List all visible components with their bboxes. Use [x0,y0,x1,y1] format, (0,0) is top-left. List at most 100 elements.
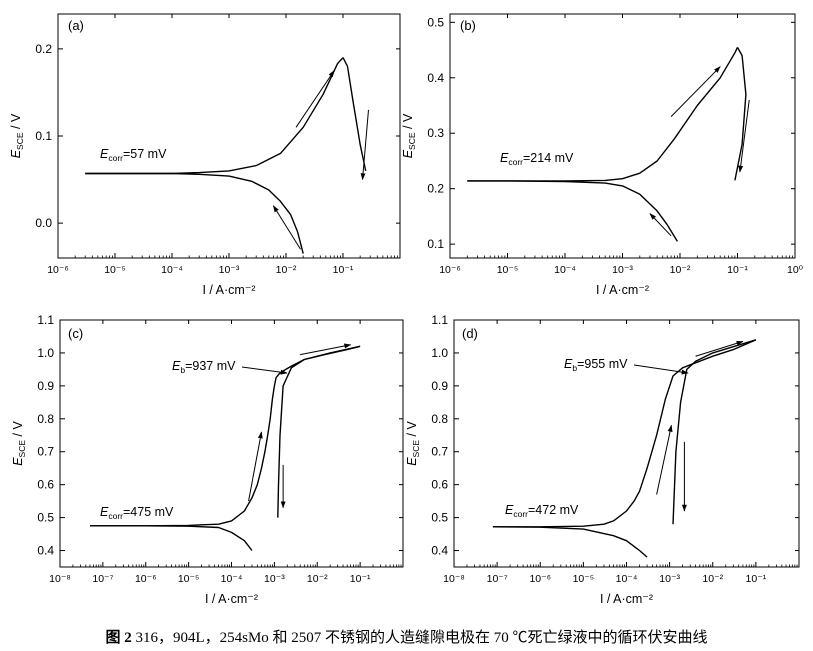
x-tick-label: 10⁰ [787,264,804,276]
breakdown-potential-label: Eb=937 mV [172,359,236,375]
y-tick-label: 0.6 [37,478,54,492]
y-tick-label: 1.1 [37,313,54,327]
y-tick-label: 1.0 [431,346,448,360]
y-tick-label: 0.1 [427,237,444,251]
y-tick-label: 0.5 [431,511,448,525]
panel-label: (d) [462,326,478,341]
x-tick-label: 10⁻⁵ [104,264,126,276]
curve-segment [90,345,361,527]
annotation-symbol: E [500,151,509,165]
x-tick-label: 10⁻⁵ [573,573,595,585]
breakdown-potential-label: Eb=955 mV [564,357,628,373]
plot-frame [57,13,401,259]
x-tick-label: 10⁻⁸ [49,573,71,585]
curve-segment [90,525,253,551]
annotation-symbol: E [505,503,514,517]
figure-caption: 图 2 316，904L，254sMo 和 2507 不锈钢的人造缝隙电极在 7… [0,626,813,647]
curve-segment [492,339,757,528]
direction-arrow [695,340,744,357]
x-tick-label: 10⁻³ [264,573,285,585]
y-axis-label-main: E [405,457,419,466]
y-axis-label-unit: / V [11,421,25,440]
y-axis-label: ESCE / V [405,421,421,466]
x-tick-label: 10⁻⁴ [161,264,183,276]
y-tick-label: 0.4 [37,544,54,558]
x-tick-label: 10⁻² [276,264,297,276]
x-tick-label: 10⁻² [307,573,328,585]
direction-arrow [295,70,335,128]
annotation-pointer [241,366,288,375]
panel-d: 10⁻⁸ 10⁻⁷ 10⁻⁶ 10⁻⁵ 10⁻⁴ 10⁻³ 10⁻² 10⁻¹ 0.4 0.5 0.… [405,313,800,606]
y-axis-label-sub: SCE [411,440,421,458]
y-tick-label: 1.1 [431,313,448,327]
y-axis-label-unit: / V [405,421,419,440]
annotation-symbol: E [100,147,109,161]
direction-arrow [670,66,721,117]
panel-label: (c) [68,326,83,341]
corrosion-potential-label: Ecorr=214 mV [500,151,574,167]
annotation-subscript: corr [108,511,123,521]
y-axis-label: ESCE / V [401,113,417,158]
x-tick-label: 10⁻⁷ [487,573,508,585]
y-tick-label: 0.2 [35,42,52,56]
annotation-subscript: b [180,365,185,375]
annotation-subscript: b [572,363,577,373]
x-tick-label: 10⁻⁶ [47,264,69,276]
y-tick-label: 0.4 [431,544,448,558]
x-tick-label: 10⁻³ [219,264,240,276]
y-tick-label: 0.0 [35,216,52,230]
y-tick-label: 0.4 [427,71,444,85]
x-tick-label: 10⁻¹ [350,573,371,585]
y-axis-label-unit: / V [401,113,415,132]
curve-segment [342,57,367,172]
annotation-value: =472 mV [528,503,579,517]
y-tick-label: 0.9 [431,379,448,393]
x-axis-label: I / A·cm⁻² [600,592,653,606]
y-tick-label: 0.3 [427,126,444,140]
corrosion-potential-label: Ecorr=472 mV [505,503,579,519]
direction-arrow [656,424,673,495]
x-tick-label: 10⁻¹ [727,264,748,276]
y-axis-label: ESCE / V [9,113,25,158]
x-tick-label: 10⁻³ [612,264,633,276]
direction-arrow [360,109,369,181]
x-tick-label: 10⁻² [670,264,691,276]
y-axis-label-main: E [9,149,23,158]
panel-label: (a) [68,18,84,33]
y-axis-label-sub: SCE [15,132,25,150]
y-tick-label: 0.5 [37,511,54,525]
x-tick-label: 10⁻⁷ [92,573,113,585]
panel-a: 10⁻⁶ 10⁻⁵ 10⁻⁴ 10⁻³ 10⁻² 10⁻¹ 0.0 0.1 0.2 I / A·c… [9,13,401,297]
x-tick-label: 10⁻⁶ [529,573,551,585]
x-tick-label: 10⁻⁶ [439,264,461,276]
y-tick-label: 0.8 [37,412,54,426]
panel-c: 10⁻⁸ 10⁻⁷ 10⁻⁶ 10⁻⁵ 10⁻⁴ 10⁻³ 10⁻² 10⁻¹ 0.4 0.5 0.… [11,313,404,606]
corrosion-potential-label: Ecorr=57 mV [100,147,167,163]
annotation-symbol: E [172,359,181,373]
y-tick-label: 1.0 [37,346,54,360]
annotation-subscript: corr [108,153,123,163]
y-tick-label: 0.8 [431,412,448,426]
y-axis-label-sub: SCE [17,440,27,458]
annotation-symbol: E [564,357,573,371]
y-tick-label: 0.7 [431,445,448,459]
x-tick-label: 10⁻⁴ [221,573,243,585]
curve-segment [672,339,757,525]
y-axis-label: ESCE / V [11,421,27,466]
annotation-value: =57 mV [123,147,167,161]
panel-b: 10⁻⁶ 10⁻⁵ 10⁻⁴ 10⁻³ 10⁻² 10⁻¹ 10⁰ 0.1 0.2 0.3 0.4 0… [401,13,804,297]
curve-segment [85,172,304,254]
x-tick-label: 10⁻⁵ [497,264,519,276]
panel-label: (b) [460,18,476,33]
x-tick-label: 10⁻⁴ [554,264,576,276]
annotation-value: =937 mV [185,359,236,373]
x-axis-label: I / A·cm⁻² [596,283,649,297]
annotation-pointer [633,364,689,375]
x-axis-label: I / A·cm⁻² [205,592,258,606]
y-tick-label: 0.6 [431,478,448,492]
x-tick-label: 10⁻⁴ [616,573,638,585]
plot-frame [59,319,404,568]
x-tick-label: 10⁻² [702,573,723,585]
direction-arrow [738,99,750,173]
